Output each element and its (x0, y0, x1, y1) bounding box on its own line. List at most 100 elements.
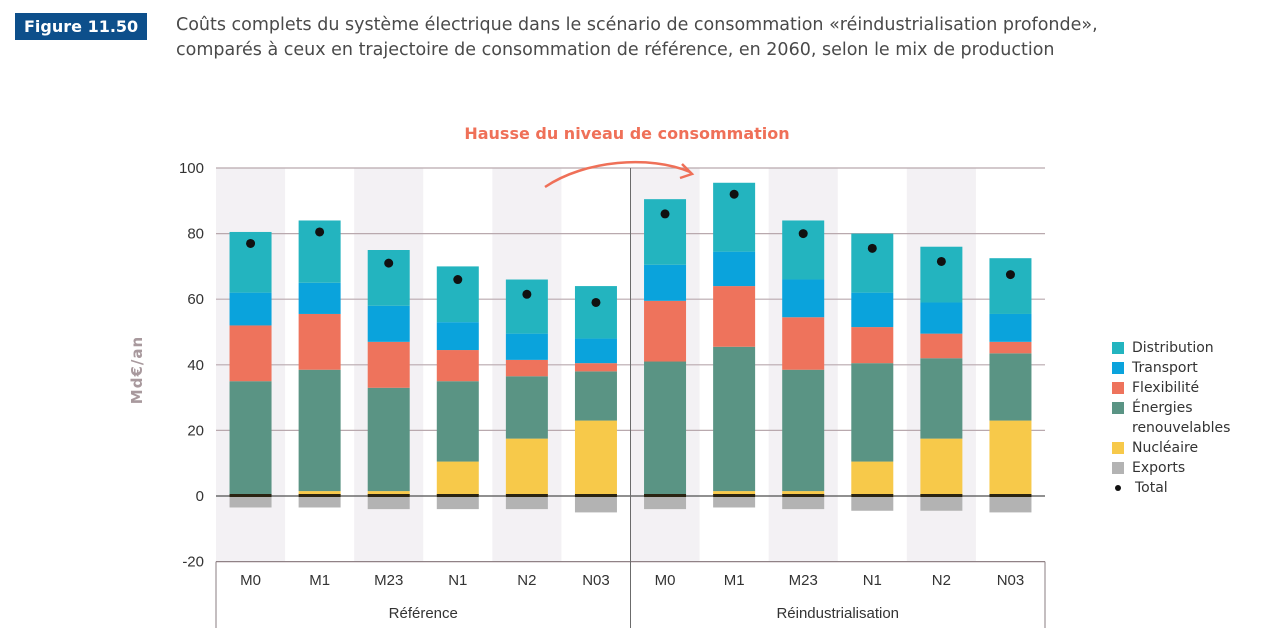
bar-segment-exports (229, 496, 272, 508)
bar-segment--nergies-renouvelables (713, 346, 756, 492)
bar-segment-flexibilit- (644, 300, 687, 362)
bar-segment-transport (713, 251, 756, 287)
x-category-label: N1 (863, 572, 882, 589)
bar-segment-distribution (920, 246, 963, 303)
y-tick-label: 60 (187, 291, 204, 308)
legend-swatch-icon (1112, 402, 1124, 414)
bar-segment-nucl-aire (298, 491, 341, 496)
bar-segment-transport (644, 264, 687, 301)
bar-segment-nucl-aire (574, 420, 617, 496)
bar-segment-exports (574, 496, 617, 513)
annotation-arrow (544, 160, 691, 189)
bar-segment-exports (505, 496, 548, 510)
bar-segment-flexibilit- (782, 317, 825, 370)
bar-baseline (505, 494, 548, 497)
y-axis-label: Md€/an (128, 336, 146, 404)
legend-label: Transport (1132, 360, 1198, 376)
y-tick-labels: -20 0 20 40 60 80 100 (179, 160, 204, 571)
bar-baseline (851, 494, 894, 497)
y-tick-label: 0 (196, 488, 204, 505)
bar-baseline (713, 494, 756, 497)
x-category-label: M1 (724, 572, 745, 589)
group-label: Référence (389, 605, 458, 622)
bar-segment-nucl-aire (782, 491, 825, 496)
x-category-label: M0 (240, 572, 261, 589)
figure-title: Coûts complets du système électrique dan… (176, 13, 1256, 63)
bar-segment-flexibilit- (851, 327, 894, 364)
bar-baseline (782, 494, 825, 497)
bar-segment-transport (436, 322, 479, 351)
bar-segment-nucl-aire (989, 420, 1032, 496)
total-marker (936, 256, 946, 266)
legend-item: Distribution (1112, 338, 1255, 358)
legend-swatch-icon (1112, 342, 1124, 354)
bar-segment-nucl-aire (505, 438, 548, 496)
bar-segment-distribution (436, 266, 479, 323)
legend-item: Énergies renouvelables (1112, 398, 1255, 438)
y-tick-label: 100 (179, 160, 204, 177)
x-category-label: M23 (789, 572, 818, 589)
bar-segment--nergies-renouvelables (782, 369, 825, 492)
legend-label: Énergies renouvelables (1132, 400, 1231, 436)
bar-segment--nergies-renouvelables (367, 387, 410, 492)
legend-item: Exports (1112, 458, 1255, 478)
bar-segment-exports (989, 496, 1032, 513)
legend-label: Total (1135, 480, 1168, 496)
annotation-arrow-head (679, 163, 695, 180)
bar-segment-exports (298, 496, 341, 508)
bar-segment-flexibilit- (367, 341, 410, 388)
bar-segment-nucl-aire (713, 491, 756, 496)
bar-segment-transport (851, 292, 894, 328)
bar-segment-nucl-aire (851, 461, 894, 496)
bar-segment-transport (229, 292, 272, 326)
bar-segment--nergies-renouvelables (505, 376, 548, 439)
bar-segment-exports (367, 496, 410, 510)
bar-segment-distribution (851, 233, 894, 293)
bar-segment-exports (713, 496, 756, 508)
bar-segment-flexibilit- (505, 359, 548, 377)
total-marker (729, 189, 739, 199)
bar-segment--nergies-renouvelables (298, 369, 341, 492)
total-marker (315, 227, 325, 237)
bar-segment-transport (367, 305, 410, 342)
bar-baseline (644, 494, 687, 497)
bar-segment-transport (782, 279, 825, 318)
total-marker (1005, 270, 1015, 280)
bar-segment-flexibilit- (229, 325, 272, 382)
legend-label: Nucléaire (1132, 440, 1199, 456)
legend-dot-icon (1115, 485, 1121, 491)
x-category-label: N2 (517, 572, 536, 589)
bar-segment-distribution (505, 279, 548, 334)
bar-segment-distribution (367, 250, 410, 306)
bar-segment-exports (851, 496, 894, 511)
total-marker (384, 258, 394, 268)
bar-segment-distribution (989, 258, 1032, 314)
y-tick-label: 80 (187, 226, 204, 243)
legend: Distribution Transport Flexibilité Énergies… (1112, 338, 1255, 498)
legend-item: Transport (1112, 358, 1255, 378)
bar-segment-exports (782, 496, 825, 510)
bar-segment--nergies-renouvelables (989, 353, 1032, 421)
bar-segment-flexibilit- (920, 333, 963, 359)
total-marker (867, 243, 877, 253)
bar-segment-exports (436, 496, 479, 510)
y-tick-label: -20 (182, 554, 204, 571)
group-label: Réindustrialisation (776, 605, 899, 622)
total-marker (591, 297, 601, 307)
y-tick-label: 20 (187, 422, 204, 439)
figure-title-line-2: comparés à ceux en trajectoire de consom… (176, 40, 1055, 60)
bar-segment--nergies-renouvelables (644, 361, 687, 496)
total-marker (246, 238, 256, 248)
bar-segment--nergies-renouvelables (229, 381, 272, 496)
group-labels: Référence Réindustrialisation (389, 605, 899, 622)
bar-segment-nucl-aire (367, 491, 410, 496)
legend-item: Flexibilité (1112, 378, 1255, 398)
bars (229, 182, 1032, 513)
bar-segment--nergies-renouvelables (574, 371, 617, 421)
bar-segment-flexibilit- (574, 363, 617, 372)
total-markers (246, 189, 1015, 307)
annotation-label: Hausse du niveau de consommation (464, 124, 789, 143)
y-tick-label: 40 (187, 357, 204, 374)
bar-segment-transport (920, 302, 963, 334)
